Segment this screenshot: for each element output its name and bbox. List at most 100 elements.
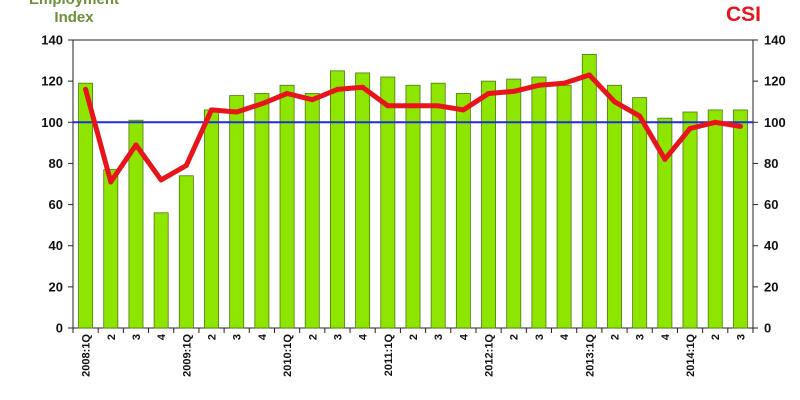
csi-point-9 <box>309 97 315 103</box>
x-tick-label-17: 2 <box>509 334 521 340</box>
csi-point-13 <box>410 103 416 109</box>
csi-point-22 <box>637 113 643 119</box>
x-tick-label-6: 3 <box>232 334 244 340</box>
x-tick-label-18: 3 <box>534 334 546 340</box>
csi-point-6 <box>234 109 240 115</box>
y-tick-label-left-6: 120 <box>41 74 63 89</box>
left-axis-title-line-2: Index <box>54 9 94 26</box>
y-tick-label-right-0: 0 <box>764 321 771 336</box>
bar-18 <box>531 76 547 329</box>
y-tick-label-right-2: 40 <box>764 238 778 253</box>
x-tick-label-20: 2013:1Q <box>584 334 596 377</box>
csi-point-17 <box>511 88 517 94</box>
bar-22 <box>632 97 648 329</box>
y-tick-label-right-1: 20 <box>764 279 778 294</box>
csi-point-20 <box>586 72 592 78</box>
x-tick-label-7: 4 <box>257 333 269 340</box>
csi-point-1 <box>108 179 114 185</box>
x-tick-label-19: 4 <box>559 333 571 340</box>
csi-point-12 <box>385 103 391 109</box>
csi-point-21 <box>611 99 617 105</box>
right-axis-title: CSI <box>726 3 762 26</box>
y-tick-label-left-3: 60 <box>49 197 63 212</box>
y-tick-label-left-7: 140 <box>41 33 63 48</box>
bar-7 <box>254 93 270 329</box>
y-tick-label-left-2: 40 <box>49 238 63 253</box>
bar-8 <box>279 84 295 329</box>
left-axis-title-line-1: Employment <box>8 0 140 9</box>
x-tick-label-10: 3 <box>332 334 344 340</box>
bar-20 <box>581 54 597 329</box>
y-tick-label-left-5: 100 <box>41 115 63 130</box>
csi-point-0 <box>83 86 89 92</box>
x-tick-label-3: 4 <box>156 333 168 340</box>
y-tick-label-left-0: 0 <box>56 321 63 336</box>
csi-point-7 <box>259 101 265 107</box>
x-tick-label-0: 2008:1Q <box>81 334 93 377</box>
x-tick-label-1: 2 <box>106 334 118 340</box>
bar-17 <box>506 78 522 329</box>
bar-24 <box>682 111 698 329</box>
bar-21 <box>607 84 622 329</box>
x-tick-label-5: 2 <box>207 334 219 340</box>
y-tick-label-left-1: 20 <box>49 279 63 294</box>
x-tick-label-16: 2012:1Q <box>484 334 496 377</box>
csi-point-23 <box>662 156 668 162</box>
csi-point-3 <box>158 177 164 183</box>
bar-23 <box>657 117 673 329</box>
bar-9 <box>304 93 320 329</box>
x-tick-label-25: 2 <box>710 334 722 340</box>
csi-point-14 <box>435 103 441 109</box>
x-tick-label-15: 4 <box>458 333 470 340</box>
x-tick-label-13: 2 <box>408 334 420 340</box>
y-tick-label-right-7: 140 <box>764 33 786 48</box>
csi-point-10 <box>334 86 340 92</box>
x-tick-label-23: 4 <box>660 333 672 340</box>
bar-2 <box>128 119 144 329</box>
bar-11 <box>355 72 371 329</box>
y-tick-label-right-6: 120 <box>764 74 786 89</box>
left-axis-title: Employment Index <box>8 0 140 27</box>
csi-point-5 <box>209 107 215 113</box>
csi-point-8 <box>284 90 290 96</box>
x-tick-label-14: 3 <box>433 334 445 340</box>
csi-point-4 <box>183 162 189 168</box>
bar-16 <box>481 80 497 329</box>
bar-14 <box>430 82 446 329</box>
x-tick-label-24: 2014:1Q <box>685 334 697 377</box>
x-tick-label-26: 3 <box>735 334 747 340</box>
x-tick-label-9: 2 <box>307 334 319 340</box>
x-tick-label-12: 2011:1Q <box>383 334 395 377</box>
y-tick-label-right-5: 100 <box>764 115 786 130</box>
csi-point-25 <box>712 119 718 125</box>
bar-6 <box>229 95 245 329</box>
x-tick-label-11: 4 <box>358 333 370 340</box>
bar-10 <box>329 70 345 329</box>
y-tick-label-right-3: 60 <box>764 197 778 212</box>
x-tick-label-2: 3 <box>131 334 143 340</box>
bar-26 <box>732 109 748 329</box>
bar-0 <box>78 82 94 329</box>
bar-3 <box>153 212 169 329</box>
bar-25 <box>707 109 723 329</box>
bar-15 <box>455 93 471 329</box>
csi-point-26 <box>737 123 743 129</box>
x-tick-label-4: 2009:1Q <box>181 334 193 377</box>
bar-12 <box>380 76 396 329</box>
y-tick-label-right-4: 80 <box>764 156 778 171</box>
y-tick-label-left-4: 80 <box>49 156 63 171</box>
csi-point-2 <box>133 142 139 148</box>
x-tick-label-8: 2010:1Q <box>282 334 294 377</box>
csi-point-11 <box>360 84 366 90</box>
x-tick-label-21: 2 <box>609 334 621 340</box>
bar-5 <box>204 109 219 329</box>
csi-point-18 <box>536 82 542 88</box>
bar-13 <box>405 84 421 329</box>
bar-4 <box>178 175 194 329</box>
csi-point-19 <box>561 80 567 86</box>
csi-point-24 <box>687 125 693 131</box>
bar-1 <box>103 169 119 329</box>
csi-point-15 <box>460 107 466 113</box>
csi-point-16 <box>486 90 492 96</box>
